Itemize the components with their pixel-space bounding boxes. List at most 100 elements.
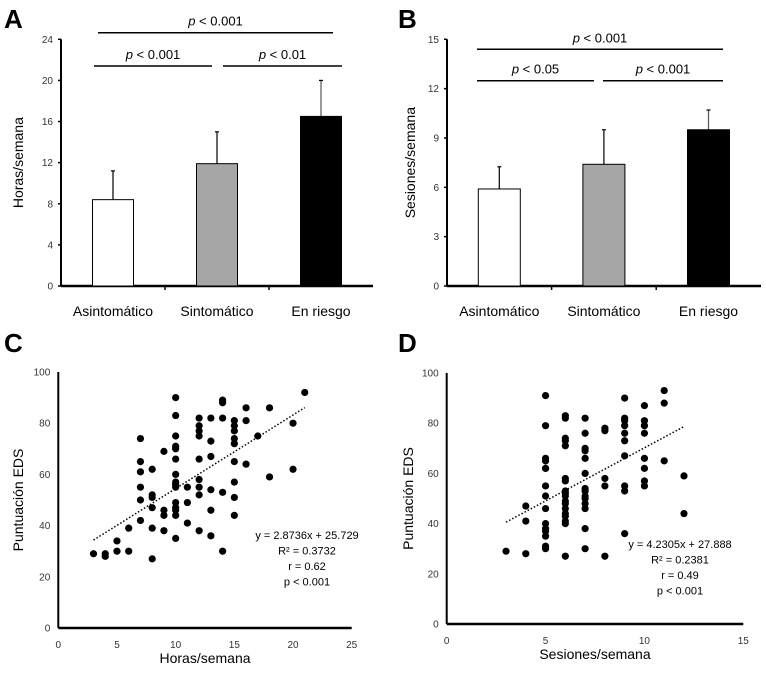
data-point: [541, 482, 550, 490]
y-tick-label: 100: [422, 369, 439, 380]
data-point: [101, 552, 109, 560]
data-point: [219, 414, 227, 422]
y-tick-label: 80: [428, 419, 440, 430]
data-point: [522, 550, 530, 558]
data-point: [640, 422, 649, 430]
y-tick-label: 4: [47, 240, 53, 251]
data-point: [541, 391, 550, 400]
data-point: [289, 465, 297, 473]
y-tick-label: 60: [39, 470, 51, 481]
regression-annotation: r = 0.62: [288, 561, 326, 573]
data-point: [136, 434, 145, 443]
panel-label: D: [398, 328, 417, 358]
data-point: [172, 394, 180, 402]
data-point: [660, 457, 668, 465]
data-point: [172, 432, 180, 440]
data-point: [172, 445, 180, 453]
y-tick-label: 0: [45, 624, 51, 635]
data-point: [640, 477, 649, 485]
data-point: [172, 470, 180, 478]
panel-d: D 0 20 40 60 80 100 0 5 10 15 Puntuación EDS Sesione…: [398, 328, 749, 662]
data-point: [541, 457, 550, 465]
data-point: [522, 502, 530, 510]
data-point: [230, 511, 238, 519]
x-tick-label: 0: [56, 640, 62, 651]
x-axis-title: Sesiones/semana: [539, 646, 651, 662]
data-point: [581, 504, 589, 513]
trendline: [93, 407, 306, 541]
data-point: [522, 517, 530, 525]
data-point: [160, 506, 168, 514]
data-point: [89, 550, 98, 558]
panel-label: A: [4, 4, 23, 34]
data-point: [621, 530, 629, 538]
data-point: [581, 499, 589, 508]
data-point: [561, 442, 569, 450]
bar-0: [477, 188, 521, 287]
data-point: [541, 422, 550, 430]
data-point: [581, 487, 589, 495]
data-point: [265, 473, 274, 481]
data-point: [136, 496, 145, 504]
data-point: [561, 437, 569, 445]
y-axis-title: Puntuación EDS: [400, 447, 416, 550]
y-tick-label: 20: [428, 569, 440, 580]
data-point: [195, 491, 203, 499]
x-tick-label: 0: [444, 636, 450, 647]
data-point: [621, 394, 629, 402]
data-point: [640, 482, 649, 490]
data-point: [301, 388, 309, 397]
data-point: [113, 547, 121, 555]
trendline: [505, 425, 685, 523]
data-point: [230, 493, 238, 502]
data-point: [242, 460, 250, 468]
data-point: [541, 492, 550, 500]
significance-label: p < 0.001: [572, 30, 628, 45]
data-point: [561, 492, 569, 500]
y-tick-label: 60: [428, 469, 440, 480]
regression-annotation: R² = 0.3732: [278, 546, 336, 558]
data-point: [148, 524, 156, 532]
significance-label: p < 0.001: [187, 14, 243, 29]
y-tick-label: 12: [42, 158, 54, 169]
data-point: [183, 519, 191, 527]
data-point: [680, 509, 688, 518]
y-tick-label: 20: [42, 76, 54, 87]
data-point: [289, 419, 297, 427]
data-point: [541, 527, 550, 535]
data-point: [207, 437, 215, 445]
data-point: [640, 402, 649, 410]
y-tick-label: 20: [39, 572, 51, 583]
category-label: Asintomático: [459, 303, 539, 319]
data-point: [207, 506, 215, 514]
y-axis-title: Horas/semana: [10, 117, 26, 208]
data-point: [172, 534, 180, 543]
panel-c: C 0 20 40 60 80 100 0 5 10 15 20 25 Puntuación EDS Hor…: [4, 328, 359, 666]
significance-label: p < 0.01: [258, 47, 306, 62]
data-point: [541, 545, 550, 553]
panel-a: A 0 4 8 12 16 20 24 Horas/semana Asintomático Sint…: [4, 4, 373, 319]
data-point: [230, 478, 238, 486]
data-point: [113, 537, 121, 545]
data-point: [195, 475, 203, 484]
data-point: [561, 414, 569, 422]
x-tick-label: 15: [229, 640, 241, 651]
regression-annotation: p < 0.001: [657, 586, 703, 598]
data-point: [581, 454, 589, 462]
category-label: Sintomático: [567, 303, 640, 319]
bar-2: [687, 129, 730, 287]
data-point: [541, 464, 550, 472]
x-tick-label: 5: [114, 640, 120, 651]
panel-label: C: [4, 328, 23, 358]
data-point: [195, 455, 203, 463]
data-point: [640, 464, 649, 472]
data-point: [581, 545, 589, 553]
y-tick-label: 16: [42, 117, 54, 128]
data-point: [230, 458, 238, 466]
data-point: [581, 429, 589, 437]
data-point: [561, 499, 569, 508]
data-point: [136, 458, 145, 466]
data-point: [125, 547, 133, 555]
data-point: [160, 447, 168, 455]
data-point: [172, 455, 180, 463]
